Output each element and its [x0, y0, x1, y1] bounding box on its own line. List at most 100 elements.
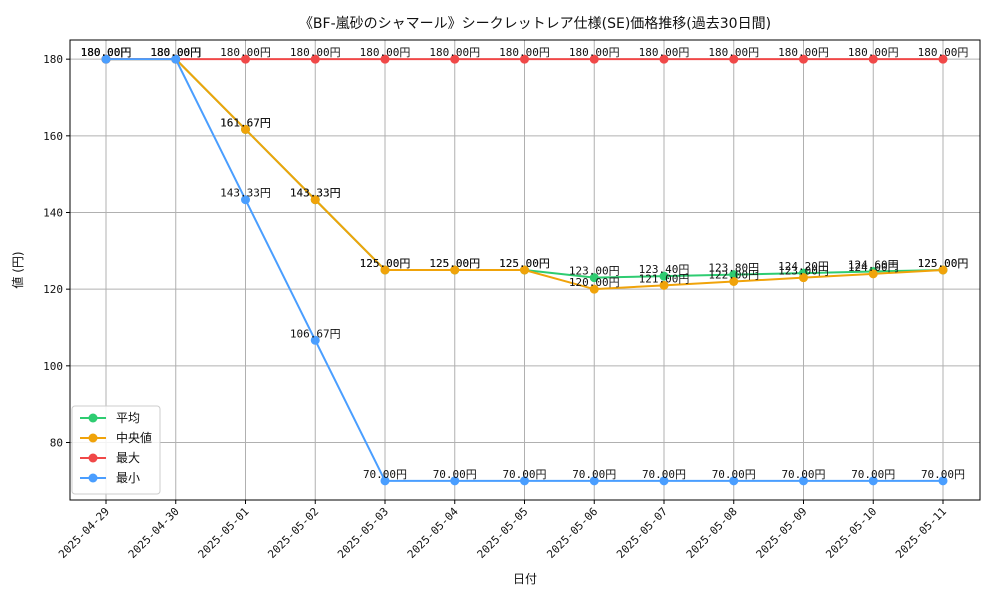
data-label: 125.00円	[429, 257, 480, 270]
y-tick-label: 100	[43, 360, 63, 373]
data-label: 70.00円	[851, 468, 895, 481]
series-layer	[101, 54, 948, 486]
data-label: 125.00円	[360, 257, 411, 270]
data-label: 180.00円	[429, 46, 480, 59]
y-tick-label: 140	[43, 207, 63, 220]
data-point	[520, 476, 529, 486]
legend-item: 平均	[80, 411, 140, 425]
data-point	[729, 270, 739, 280]
data-point	[799, 273, 808, 283]
legend-label: 最大	[116, 451, 140, 465]
data-point	[450, 476, 460, 486]
x-tick-label: 2025-04-30	[126, 505, 182, 561]
data-point	[868, 476, 878, 486]
data-label: 106.67円	[290, 327, 341, 340]
data-label: 125.00円	[499, 257, 550, 270]
legend-item: 中央値	[80, 430, 152, 445]
data-label: 143.33円	[290, 187, 341, 200]
data-label: 180.00円	[81, 46, 132, 59]
x-tick-label: 2025-05-09	[754, 505, 810, 561]
legend-label: 中央値	[116, 430, 152, 445]
data-point	[589, 54, 599, 64]
data-point	[241, 54, 250, 64]
data-point	[310, 54, 320, 64]
y-axis-label: 値 (円)	[10, 251, 25, 288]
legend-item: 最大	[80, 451, 140, 465]
x-tick-label: 2025-05-08	[684, 505, 740, 561]
legend-marker	[88, 433, 98, 443]
data-label: 125.00円	[499, 257, 550, 270]
x-tick-label: 2025-05-06	[544, 505, 600, 561]
data-label: 180.00円	[778, 46, 829, 59]
data-label: 180.00円	[81, 46, 132, 59]
data-label: 180.00円	[150, 46, 201, 59]
y-tick-label: 180	[43, 53, 63, 66]
data-point	[310, 335, 320, 345]
data-point	[589, 476, 599, 486]
data-point	[520, 54, 529, 64]
data-point	[659, 271, 669, 281]
data-label: 125.00円	[918, 257, 969, 270]
x-tick-label: 2025-05-05	[475, 505, 531, 561]
data-point	[450, 54, 460, 64]
data-point	[938, 54, 948, 64]
data-label: 70.00円	[781, 468, 825, 481]
data-point	[729, 476, 739, 486]
data-point	[450, 265, 460, 275]
x-tick-label: 2025-05-01	[196, 505, 252, 561]
data-point	[938, 476, 948, 486]
data-label: 161.67円	[220, 116, 271, 129]
data-point	[171, 54, 181, 64]
legend-marker	[88, 453, 98, 463]
data-point	[241, 195, 250, 205]
data-label: 125.00円	[429, 257, 480, 270]
data-label-layer: 180.00円 180.00円 161.67円 143.33円 125.00円 125.0…	[81, 46, 969, 481]
legend-marker	[88, 473, 98, 483]
y-tick-label: 80	[50, 437, 63, 450]
data-point	[659, 54, 669, 64]
data-label: 123.00円	[569, 265, 620, 278]
data-label: 180.00円	[81, 46, 132, 59]
data-label: 161.67円	[220, 116, 271, 129]
data-label: 180.00円	[499, 46, 550, 59]
data-point	[868, 54, 878, 64]
data-label: 124.60円	[848, 259, 899, 272]
data-label: 180.00円	[150, 46, 201, 59]
data-label: 180.00円	[918, 46, 969, 59]
data-point	[659, 280, 669, 290]
data-label: 180.00円	[708, 46, 759, 59]
legend-marker	[88, 413, 98, 423]
x-tick-label: 2025-05-03	[335, 505, 391, 561]
x-axis-label: 日付	[513, 572, 537, 586]
data-label: 70.00円	[502, 468, 546, 481]
series-3	[101, 54, 948, 486]
data-point	[938, 265, 948, 275]
data-point	[729, 277, 739, 286]
data-label: 180.00円	[360, 46, 411, 59]
data-label: 124.20円	[778, 260, 829, 273]
data-point	[380, 476, 390, 486]
chart-title: 《BF-嵐砂のシャマール》シークレットレア仕様(SE)価格推移(過去30日間)	[299, 16, 771, 32]
data-point	[729, 54, 739, 64]
x-tick-label: 2025-05-10	[823, 505, 879, 561]
data-point	[241, 124, 250, 134]
data-point	[101, 54, 111, 64]
data-label: 123.80円	[708, 262, 759, 275]
legend-box	[71, 405, 161, 495]
data-label: 123.40円	[639, 263, 690, 276]
data-label: 180.00円	[639, 46, 690, 59]
data-label: 123.00円	[778, 265, 829, 278]
data-label: 180.00円	[220, 46, 271, 59]
legend-label: 最小	[116, 471, 140, 485]
data-label: 121.00円	[639, 272, 690, 285]
data-label: 70.00円	[572, 468, 616, 481]
data-point	[520, 265, 529, 275]
data-label: 70.00円	[433, 468, 477, 481]
y-tick-label: 120	[43, 283, 63, 296]
data-label: 122.00円	[708, 269, 759, 282]
data-label: 70.00円	[712, 468, 756, 481]
data-label: 70.00円	[921, 468, 965, 481]
